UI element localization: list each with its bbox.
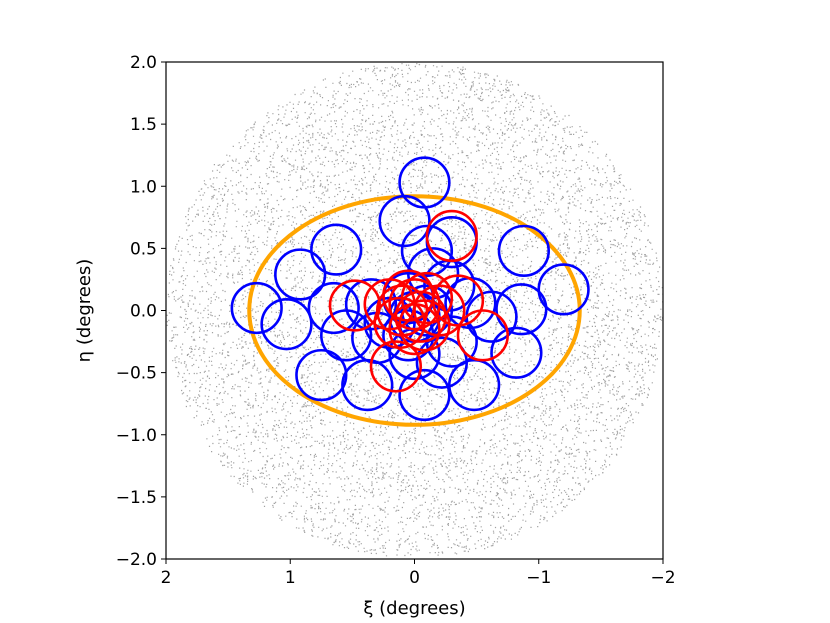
x-axis-label: ξ (degrees) [363,598,465,619]
blue-circle-5 [497,224,550,278]
ellipse-layer [247,194,582,427]
y-axis-label: η (degrees) [74,259,95,363]
blue-circle-25 [295,348,348,402]
blue-circle-13 [537,263,590,316]
blue-circle-11 [344,278,398,331]
red-circle-3 [456,309,509,362]
y-tick-label: −1.0 [116,426,157,446]
x-tick-label: −1 [526,568,551,588]
red-circle-7 [394,290,447,343]
blue-circle-31 [400,284,454,337]
y-tick-label: −1.5 [116,488,157,508]
y-axis-ticks: −2.0 −1.5 −1.0 −0.5 0.0 0.5 1.0 1.5 2.0 [116,53,166,570]
blue-circle-8 [260,298,313,351]
red-circle-14 [413,284,466,337]
circles-layer [230,156,590,422]
x-tick-label: 2 [161,568,172,588]
x-tick-label: 0 [409,568,420,588]
blue-circle-1 [378,194,431,248]
y-tick-label: 1.0 [130,177,157,197]
x-tick-label: 1 [285,568,296,588]
blue-circle-3 [310,223,363,276]
red-circle-12 [398,299,451,352]
blue-circle-15 [490,326,543,379]
y-tick-label: −2.0 [116,550,157,570]
blue-circle-7 [230,281,283,335]
blue-circle-9 [307,281,360,335]
red-circle-2 [369,340,423,393]
blue-circle-6 [274,248,327,301]
red-circle-0 [425,209,478,263]
y-tick-label: 0.0 [130,302,157,322]
y-tick-label: −0.5 [116,364,157,384]
blue-circle-28 [447,358,501,412]
y-tick-label: 0.5 [130,239,157,259]
x-axis-ticks: 2 1 0 −1 −2 [161,559,676,588]
y-tick-label: 1.5 [130,115,157,135]
orange-ellipse [247,194,582,427]
blue-circle-29 [415,336,468,389]
red-circle-1 [328,279,382,332]
x-tick-label: −2 [650,568,675,588]
blue-circle-27 [398,368,451,422]
blue-circle-14 [495,283,548,336]
y-tick-label: 2.0 [130,53,157,73]
